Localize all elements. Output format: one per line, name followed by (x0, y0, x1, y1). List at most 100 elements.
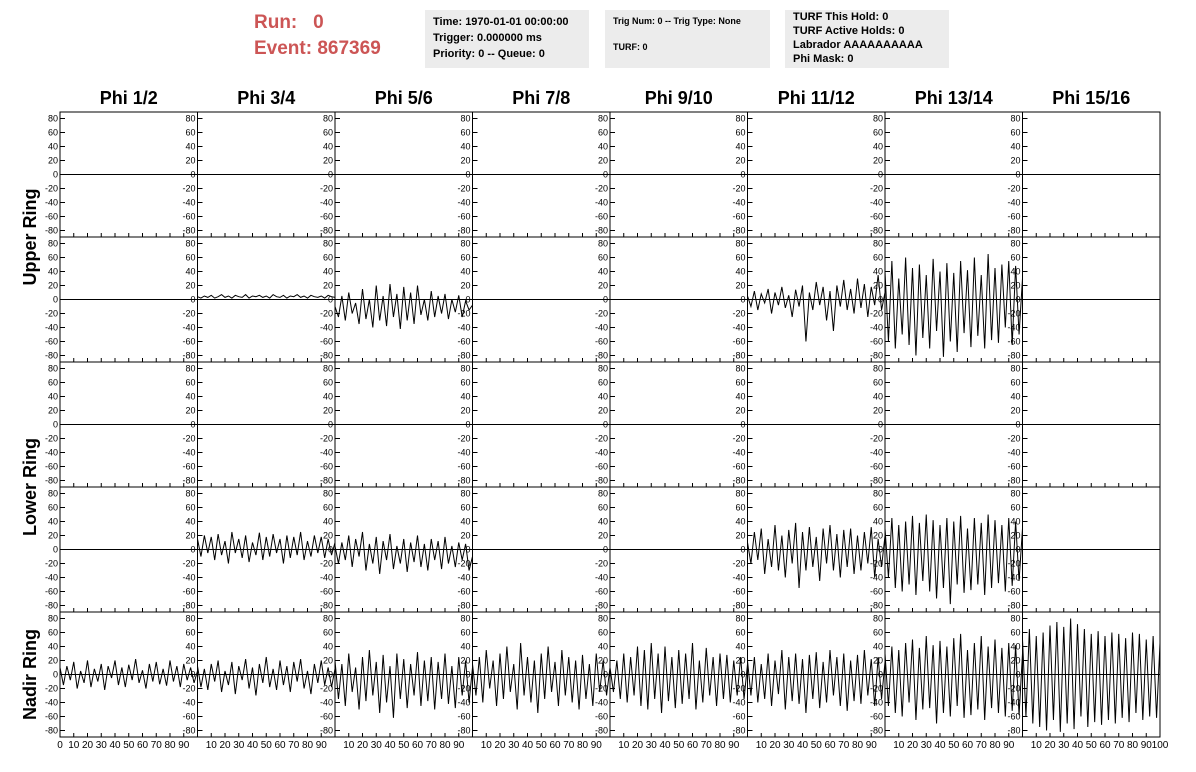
x-tick-label: 10 (206, 740, 218, 751)
x-tick-label: 60 (412, 740, 424, 751)
y-tick-label: 60 (48, 628, 58, 638)
y-tick-label: -40 (182, 698, 195, 708)
y-tick-label: -20 (595, 559, 608, 569)
y-tick-label: -80 (320, 476, 333, 486)
y-tick-label: -20 (45, 559, 58, 569)
y-tick-label: 20 (735, 531, 745, 541)
y-tick-label: -40 (457, 198, 470, 208)
x-tick-label: 70 (976, 740, 988, 751)
y-tick-label: 0 (328, 420, 333, 430)
y-tick-label: -60 (45, 462, 58, 472)
y-tick-label: 60 (48, 128, 58, 138)
y-tick-label: 80 (460, 614, 470, 624)
y-tick-label: -40 (732, 198, 745, 208)
y-tick-label: -80 (45, 601, 58, 611)
y-tick-label: 20 (873, 531, 883, 541)
y-tick-label: -80 (870, 476, 883, 486)
y-tick-label: 20 (48, 531, 58, 541)
y-tick-label: -40 (45, 698, 58, 708)
y-tick-label: 40 (735, 642, 745, 652)
y-tick-label: -40 (870, 573, 883, 583)
y-tick-label: 40 (873, 267, 883, 277)
row-title: Nadir Ring (20, 629, 40, 720)
y-tick-label: 60 (48, 378, 58, 388)
y-tick-label: 80 (598, 114, 608, 124)
x-tick-label: 50 (1086, 740, 1098, 751)
x-tick-label: 70 (1113, 740, 1125, 751)
y-tick-label: 40 (460, 267, 470, 277)
y-tick-label: -60 (320, 587, 333, 597)
y-tick-label: 20 (598, 656, 608, 666)
column-title: Phi 5/6 (375, 88, 433, 108)
y-tick-label: -20 (45, 684, 58, 694)
y-tick-label: -80 (870, 726, 883, 736)
y-tick-label: 80 (1010, 489, 1020, 499)
y-tick-label: 20 (185, 281, 195, 291)
y-tick-label: 60 (185, 378, 195, 388)
y-tick-label: 80 (873, 239, 883, 249)
y-tick-label: 60 (873, 128, 883, 138)
y-tick-label: 0 (740, 170, 745, 180)
y-tick-label: -60 (870, 337, 883, 347)
info-text: Priority: 0 -- Queue: 0 (433, 48, 545, 60)
y-tick-label: -20 (870, 559, 883, 569)
y-tick-label: -40 (320, 198, 333, 208)
y-tick-label: 0 (878, 170, 883, 180)
y-tick-label: -60 (320, 337, 333, 347)
y-tick-label: 0 (603, 545, 608, 555)
x-tick-label: 30 (783, 740, 795, 751)
y-tick-label: 60 (735, 378, 745, 388)
y-tick-label: -20 (595, 434, 608, 444)
y-tick-label: -20 (182, 559, 195, 569)
x-tick-label: 70 (288, 740, 300, 751)
column-title: Phi 9/10 (645, 88, 713, 108)
y-tick-label: 40 (598, 517, 608, 527)
y-tick-label: -20 (1007, 684, 1020, 694)
y-tick-label: 80 (185, 239, 195, 249)
y-tick-label: 80 (1010, 364, 1020, 374)
y-tick-label: -40 (732, 323, 745, 333)
x-tick-label: 70 (563, 740, 575, 751)
y-tick-label: 0 (740, 670, 745, 680)
y-tick-label: -40 (45, 448, 58, 458)
event-value: 867369 (317, 38, 381, 59)
x-tick-label: 10 (756, 740, 768, 751)
y-tick-label: 20 (323, 656, 333, 666)
y-tick-label: 0 (465, 545, 470, 555)
x-tick-label: 40 (109, 740, 121, 751)
y-tick-label: -60 (320, 462, 333, 472)
y-tick-label: 60 (460, 128, 470, 138)
y-tick-label: 80 (873, 114, 883, 124)
y-tick-label: -40 (595, 198, 608, 208)
y-tick-label: 60 (185, 128, 195, 138)
y-tick-label: 40 (48, 142, 58, 152)
y-tick-label: -20 (320, 434, 333, 444)
y-tick-label: 60 (48, 253, 58, 263)
y-tick-label: 40 (48, 267, 58, 277)
y-tick-label: 20 (873, 406, 883, 416)
y-tick-label: 80 (1010, 114, 1020, 124)
y-tick-label: 80 (323, 364, 333, 374)
y-tick-label: -60 (595, 212, 608, 222)
run-value: 0 (313, 12, 324, 33)
x-tick-label: 80 (302, 740, 314, 751)
y-tick-label: 20 (460, 156, 470, 166)
y-tick-label: 80 (598, 364, 608, 374)
y-tick-label: -60 (870, 212, 883, 222)
y-tick-label: -80 (595, 476, 608, 486)
y-tick-label: -20 (45, 434, 58, 444)
x-tick-label: 80 (989, 740, 1001, 751)
y-tick-label: 40 (598, 267, 608, 277)
y-tick-label: 60 (323, 503, 333, 513)
y-tick-label: -80 (595, 226, 608, 236)
x-tick-label: 10 (893, 740, 905, 751)
y-tick-label: -20 (732, 559, 745, 569)
x-tick-label: 50 (811, 740, 823, 751)
y-tick-label: 40 (460, 392, 470, 402)
y-tick-label: -60 (595, 337, 608, 347)
y-tick-label: 80 (735, 364, 745, 374)
y-tick-label: 20 (460, 531, 470, 541)
y-tick-label: -60 (320, 212, 333, 222)
